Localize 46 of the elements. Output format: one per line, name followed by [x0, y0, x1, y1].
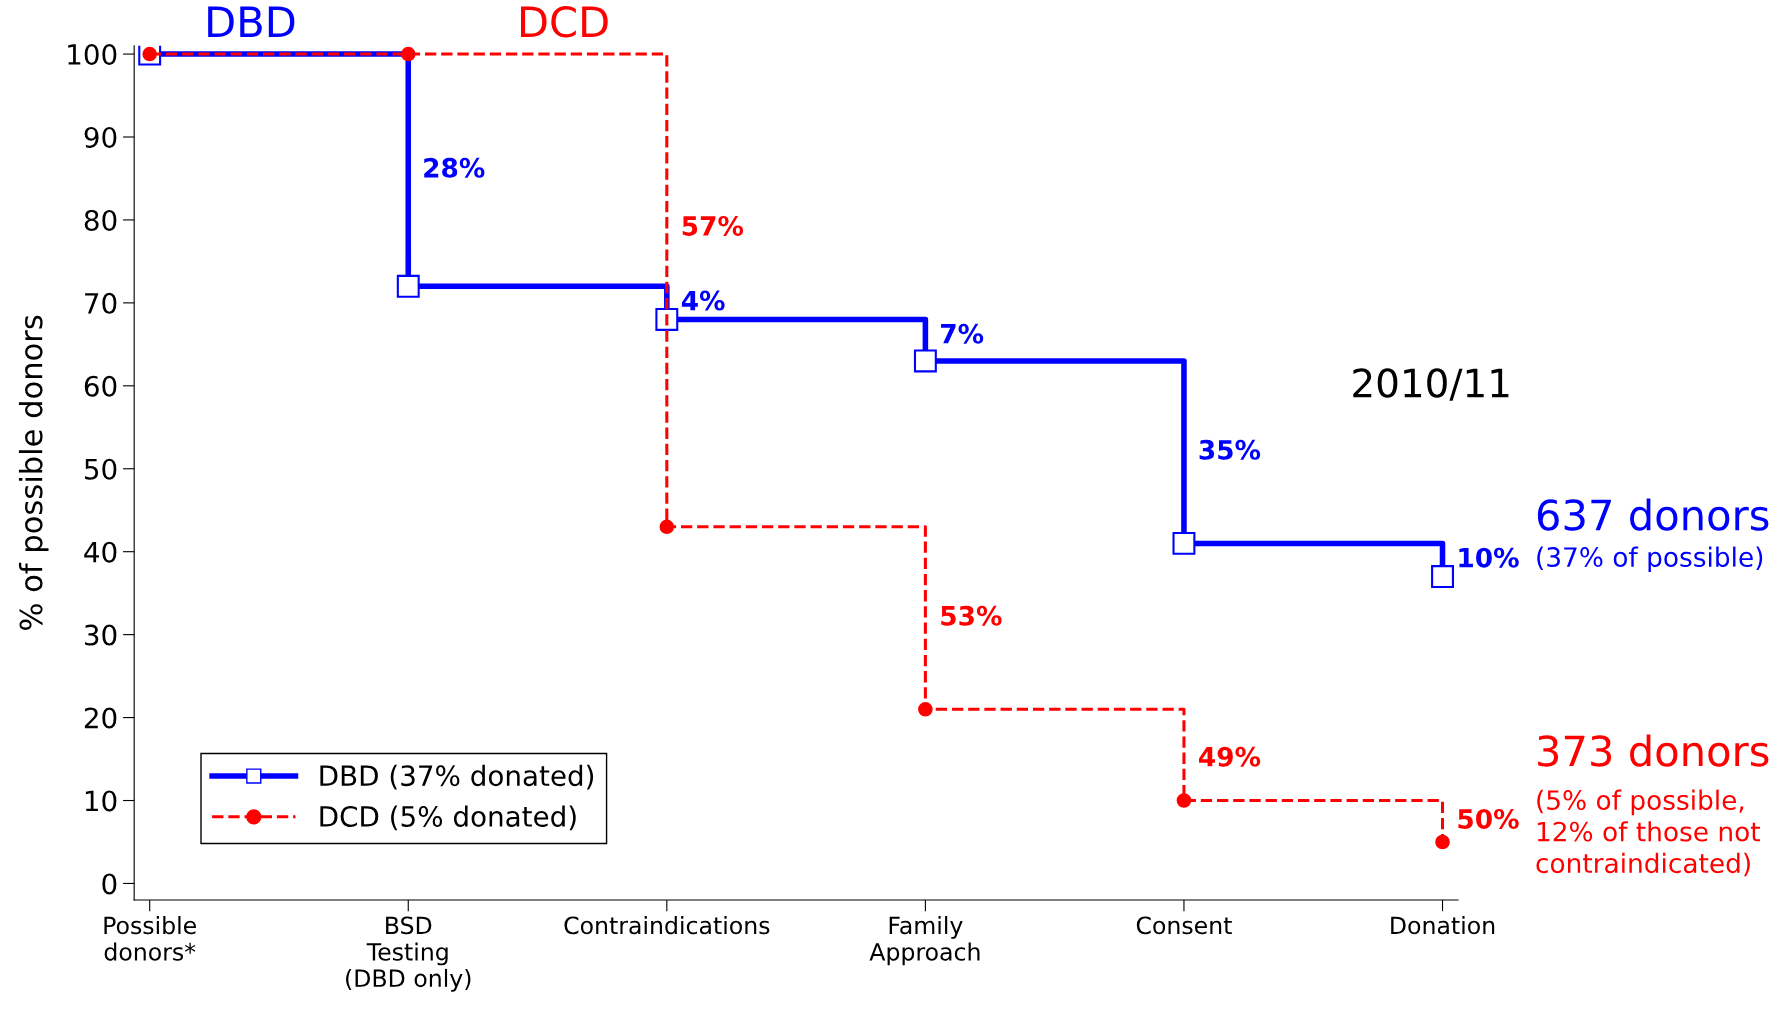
point — [913, 349, 937, 373]
x-tick-label: Contraindications — [564, 916, 770, 935]
y-tick-label: 20 — [84, 707, 117, 729]
text: (37% of possible) — [1537, 546, 1763, 573]
point — [396, 274, 420, 298]
annotation: 10% — [1459, 547, 1519, 568]
annotation: 35% — [1199, 439, 1261, 460]
point — [1435, 834, 1450, 850]
y-axis-title: % of possible donors — [18, 315, 49, 630]
annotation: 28% — [424, 157, 485, 178]
y-tick-label: 90 — [84, 126, 117, 148]
text: DBD — [208, 6, 295, 37]
x-tick-label: BSD Testing (DBD only) — [346, 916, 471, 992]
point — [1176, 793, 1192, 808]
y-tick-label: 30 — [84, 624, 117, 646]
point — [655, 308, 679, 331]
annotation: 49% — [1199, 746, 1261, 767]
point — [659, 519, 675, 535]
annotation: 4% — [681, 290, 725, 311]
text: 373 donors — [1538, 734, 1769, 767]
y-tick-label: 0 — [102, 873, 117, 895]
point — [1172, 531, 1196, 555]
x-tick-label: Donation — [1391, 916, 1495, 935]
text: DCD — [520, 6, 608, 38]
legend-label: DBD (37% donated) — [320, 764, 594, 790]
y-tick-label: 10 — [85, 790, 117, 812]
legend-label: DCD (5% donated) — [320, 805, 576, 831]
point — [918, 701, 933, 717]
x-tick-label: Consent — [1136, 916, 1232, 935]
annotation: 50% — [1458, 808, 1519, 829]
y-tick-label: 100 — [68, 44, 117, 66]
annotation: 57% — [682, 215, 744, 236]
text: 637 donors — [1537, 498, 1769, 531]
annotation: 7% — [941, 323, 984, 344]
y-tick-label: 40 — [84, 541, 117, 563]
x-tick-label: Possible donors* — [104, 916, 196, 961]
point — [400, 46, 416, 62]
y-tick-label: 70 — [85, 292, 117, 314]
x-tick-label: Family Approach — [869, 916, 980, 966]
annotation: 53% — [941, 605, 1002, 626]
text: (5% of possible, 12% of those not contraindicated) — [1536, 789, 1760, 877]
point — [1431, 565, 1454, 589]
y-tick-label: 60 — [84, 375, 117, 397]
annotation: 2010/11 — [1353, 368, 1509, 401]
y-tick-label: 80 — [84, 209, 117, 231]
y-tick-label: 50 — [85, 458, 117, 480]
